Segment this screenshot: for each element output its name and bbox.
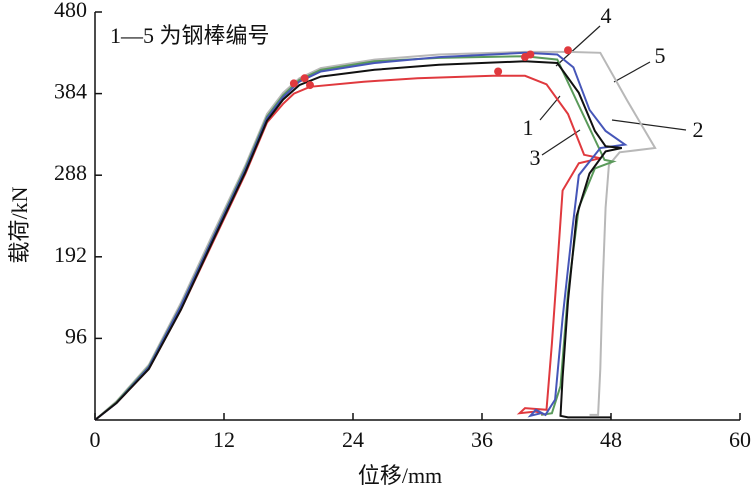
peak-marker [526,50,535,59]
annotation: 1—5 为钢棒编号 [110,23,270,48]
x-axis-label: 位移/mm [358,463,442,488]
y-axis-label: 载荷/kN [7,186,32,263]
data-line [94,55,617,421]
x-tick-label: 0 [90,427,101,452]
x-tick-label: 24 [342,427,364,452]
annotation: 5 [655,43,666,68]
x-tick-label: 36 [471,427,493,452]
annotation: 4 [601,3,612,28]
peak-marker [300,74,309,83]
y-tick-label: 384 [54,79,87,104]
peak-marker [494,67,503,76]
peak-marker [289,79,298,88]
data-line [94,60,623,421]
y-tick-label: 96 [65,323,87,348]
y-tick-label: 288 [54,160,87,185]
annotation: 3 [530,145,541,170]
x-tick-label: 48 [600,427,622,452]
x-tick-label: 12 [213,427,235,452]
peak-marker [306,81,314,90]
y-tick-label: 192 [54,242,87,267]
annotation: 2 [693,117,704,142]
x-tick-label: 60 [729,427,751,452]
peak-marker [564,46,572,55]
annotation: 1 [523,115,534,140]
data-line [94,51,628,421]
y-tick-label: 480 [54,0,87,22]
data-line [94,50,657,421]
